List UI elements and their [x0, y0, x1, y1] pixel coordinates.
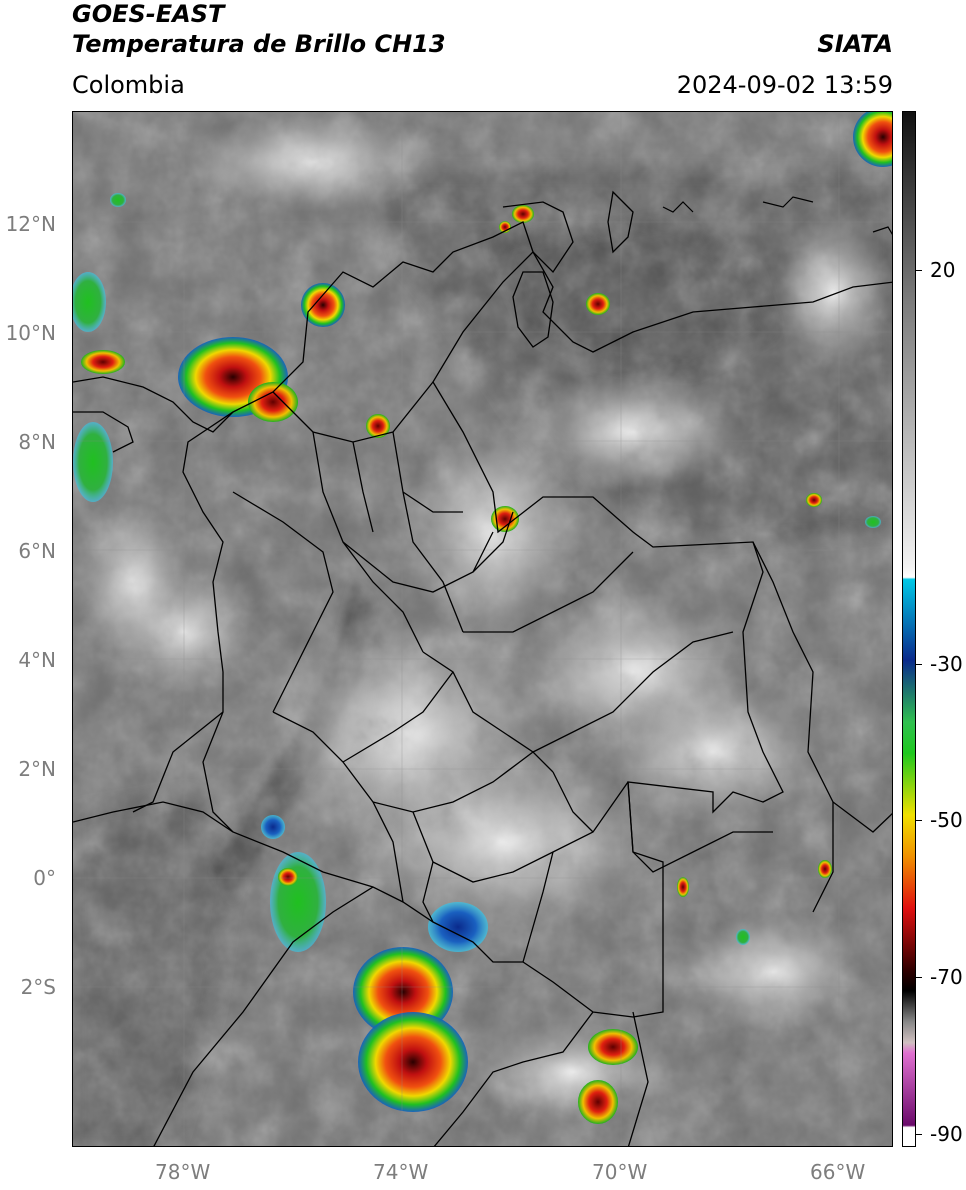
lat-label-4n: 4°N — [18, 648, 56, 672]
colorbar-tick — [916, 1134, 922, 1135]
temperature-colorbar — [902, 111, 916, 1147]
agency-label: SIATA — [817, 30, 893, 58]
colorbar-label-minus90: -90 — [930, 1122, 963, 1146]
lat-label-6n: 6°N — [18, 539, 56, 563]
lat-label-8n: 8°N — [18, 430, 56, 454]
lon-label-78w: 78°W — [155, 1160, 211, 1184]
colorbar-tick — [916, 820, 922, 821]
lat-label-2s: 2°S — [20, 975, 56, 999]
lon-label-70w: 70°W — [592, 1160, 648, 1184]
lat-label-12n: 12°N — [5, 212, 56, 236]
colorbar-label-minus50: -50 — [930, 808, 963, 832]
colorbar-tick — [916, 270, 922, 271]
lon-label-66w: 66°W — [810, 1160, 866, 1184]
lat-label-10n: 10°N — [5, 321, 56, 345]
colorbar-tick — [916, 977, 922, 978]
region-label: Colombia — [72, 71, 185, 99]
colorbar-label-minus70: -70 — [930, 965, 963, 989]
satellite-map — [72, 111, 893, 1147]
brightness-temperature-image — [73, 112, 892, 1146]
product-title: Temperatura de Brillo CH13 — [72, 30, 446, 58]
lon-label-74w: 74°W — [373, 1160, 429, 1184]
timestamp-label: 2024-09-02 13:59 — [676, 71, 893, 99]
colorbar-tick — [916, 664, 922, 665]
colorbar-label-20: 20 — [930, 258, 956, 282]
colorbar-label-minus30: -30 — [930, 652, 963, 676]
satellite-name: GOES-EAST — [72, 0, 225, 28]
lat-label-0: 0° — [33, 866, 56, 890]
lat-label-2n: 2°N — [18, 757, 56, 781]
